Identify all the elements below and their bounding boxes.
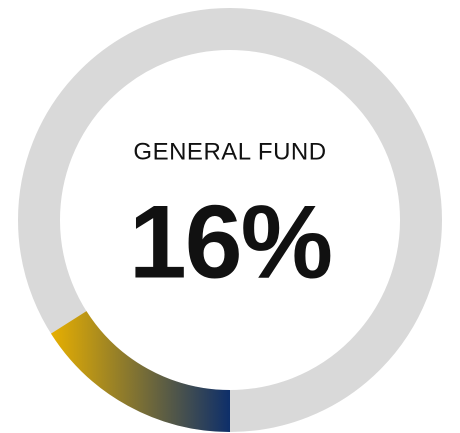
gauge-value-label: 16% xyxy=(129,184,331,300)
gauge-title: GENERAL FUND xyxy=(133,138,326,165)
gauge-arc xyxy=(51,310,231,432)
